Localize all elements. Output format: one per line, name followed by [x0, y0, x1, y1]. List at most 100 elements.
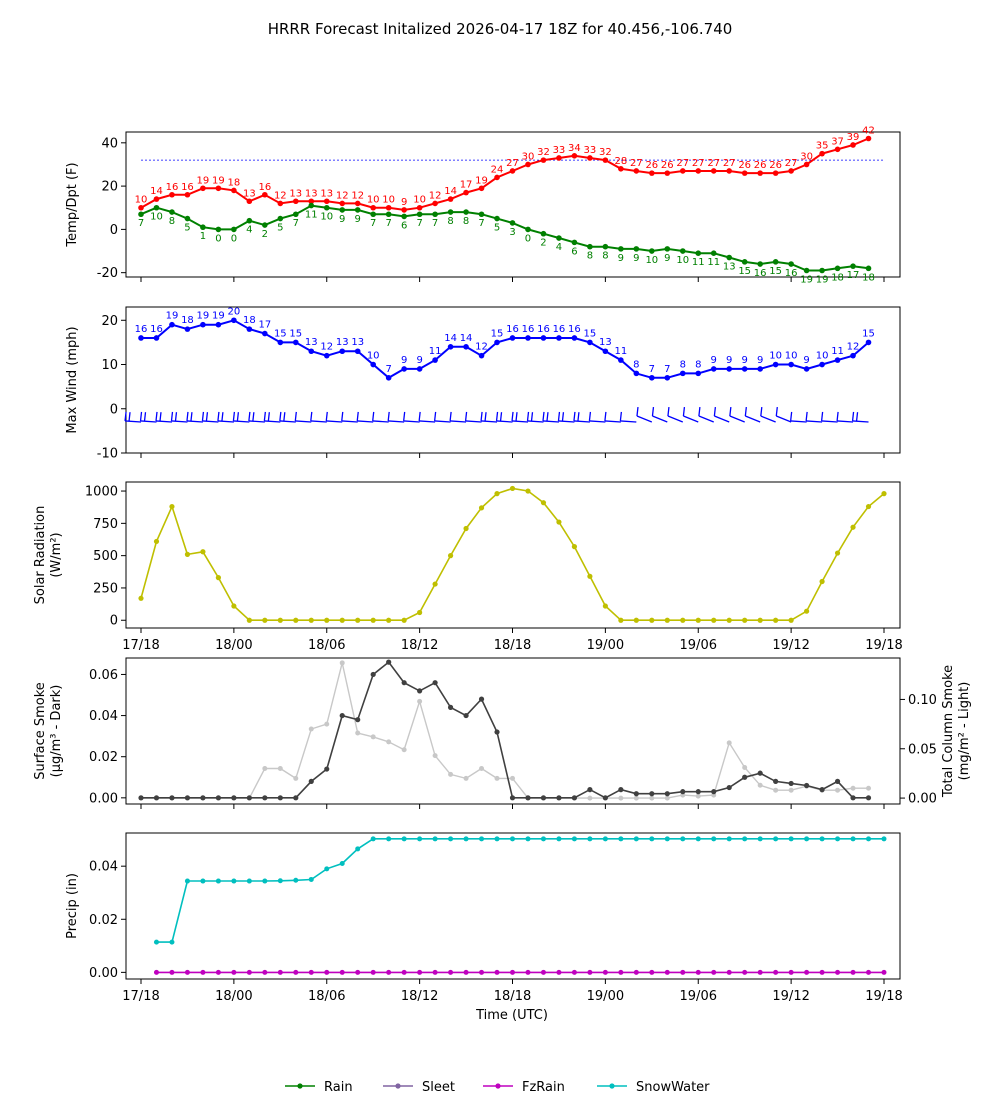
wind-data-label: 17	[258, 320, 271, 331]
wind-data-label: 8	[695, 359, 701, 370]
wind-barb-flag	[636, 406, 639, 417]
wind-point	[819, 361, 825, 368]
temperature-point	[865, 135, 872, 142]
fzrain-point	[850, 969, 856, 975]
dewpoint-point	[695, 250, 702, 256]
surface-smoke-point	[370, 671, 376, 678]
dewpoint-point	[649, 248, 655, 254]
surface-smoke-point	[649, 791, 655, 797]
wind-barb-flag	[573, 411, 576, 421]
temperature-point	[416, 204, 423, 211]
dewpoint-point	[169, 209, 175, 215]
surface-smoke-point	[169, 795, 175, 801]
total-column-smoke-point	[695, 793, 701, 799]
fzrain-point	[386, 969, 392, 975]
fzrain-point	[726, 969, 732, 975]
dewpoint-point	[308, 202, 315, 209]
surface-smoke-point	[865, 795, 872, 801]
x-tick-label: 19/00	[587, 638, 624, 653]
snowwater-point	[804, 836, 810, 842]
surface-smoke-point	[184, 795, 191, 801]
dewpoint-point	[200, 224, 206, 231]
fzrain-point	[866, 969, 872, 975]
temperature-data-label: 17	[460, 180, 473, 191]
y-tick-label: -20	[97, 266, 118, 281]
dewpoint-data-label: 8	[587, 251, 593, 262]
dewpoint-data-label: 7	[385, 218, 391, 229]
temperature-point	[525, 161, 531, 168]
x-tick-label: 19/12	[772, 638, 809, 653]
x-tick-label: 18/06	[308, 638, 345, 653]
x-tick-label: 18/06	[308, 989, 345, 1004]
dewpoint-point	[602, 243, 609, 250]
solar-point	[355, 617, 361, 623]
dewpoint-point	[726, 254, 733, 261]
snowwater-point	[355, 846, 361, 852]
temperature-data-label: 10	[135, 195, 148, 206]
wind-point	[710, 366, 717, 372]
fzrain-point	[711, 969, 717, 975]
wind-barb	[465, 420, 482, 423]
snowwater-point	[417, 836, 423, 842]
solar-point	[602, 603, 608, 609]
wind-barb-flag	[159, 412, 162, 422]
wind-barb-flag	[546, 412, 549, 422]
solar-point	[262, 617, 268, 623]
snowwater-point	[587, 836, 593, 842]
wind-data-label: 18	[243, 315, 256, 326]
solar-point	[153, 538, 160, 545]
temperature-data-label: 28	[614, 156, 627, 167]
wind-barb	[140, 420, 157, 423]
temperature-point	[169, 191, 175, 198]
dewpoint-data-label: 16	[754, 268, 767, 279]
total-column-smoke-point	[370, 734, 376, 740]
surface-smoke-point	[262, 795, 268, 801]
legend-item-rain: Rain	[285, 1080, 353, 1095]
temperature-data-label: 16	[166, 182, 179, 193]
dewpoint-point	[323, 204, 330, 211]
smoke-panel: 0.00 0.02 0.04 0.06 0.00 0.05 0.10 Surface Smok…	[33, 657, 972, 809]
fzrain-point	[200, 969, 206, 975]
fzrain-point	[417, 969, 423, 975]
solar-line	[140, 487, 885, 622]
wind-barb	[403, 420, 420, 423]
wind-barb-flag	[433, 411, 437, 421]
x-tick-label: 19/18	[865, 638, 902, 653]
surface-smoke-point	[773, 778, 779, 784]
x-tick-label: 19/12	[772, 989, 809, 1004]
surface-smoke-point	[633, 791, 639, 797]
total-column-smoke-point	[866, 785, 872, 791]
wind-barb-flag	[836, 411, 839, 421]
snowwater-point	[262, 878, 268, 884]
total-column-smoke-point	[587, 795, 593, 801]
temperature-data-label: 26	[754, 160, 767, 171]
snowwater-point	[664, 836, 670, 842]
wind-barb-flag	[484, 412, 487, 422]
snowwater-point	[386, 836, 392, 842]
wind-barb	[667, 415, 684, 423]
temperature-data-label: 27	[692, 158, 705, 169]
x-tick-label: 18/18	[494, 989, 531, 1004]
wind-data-label: 16	[135, 324, 148, 335]
x-tick-label: 18/00	[215, 989, 252, 1004]
solar-point	[138, 595, 144, 601]
wind-barb-flag	[252, 412, 255, 422]
fzrain-point	[835, 969, 841, 975]
temperature-data-label: 12	[336, 190, 349, 201]
wind-point	[494, 339, 500, 346]
surface-smoke-point	[494, 729, 500, 735]
total-column-smoke-point	[726, 740, 732, 746]
temperature-point	[540, 157, 547, 163]
wind-point	[184, 326, 191, 332]
snowwater-point	[695, 836, 701, 842]
wind-barb-flag	[480, 411, 483, 421]
dewpoint-point	[138, 211, 144, 218]
wind-barb-flag	[190, 412, 193, 422]
wind-point	[463, 344, 469, 350]
wind-barb	[511, 420, 529, 423]
wind-data-label: 14	[444, 333, 457, 344]
wind-barb-flag	[310, 411, 313, 421]
surface-smoke-point	[804, 782, 810, 789]
wind-point	[788, 361, 794, 368]
fzrain-point	[742, 969, 748, 975]
